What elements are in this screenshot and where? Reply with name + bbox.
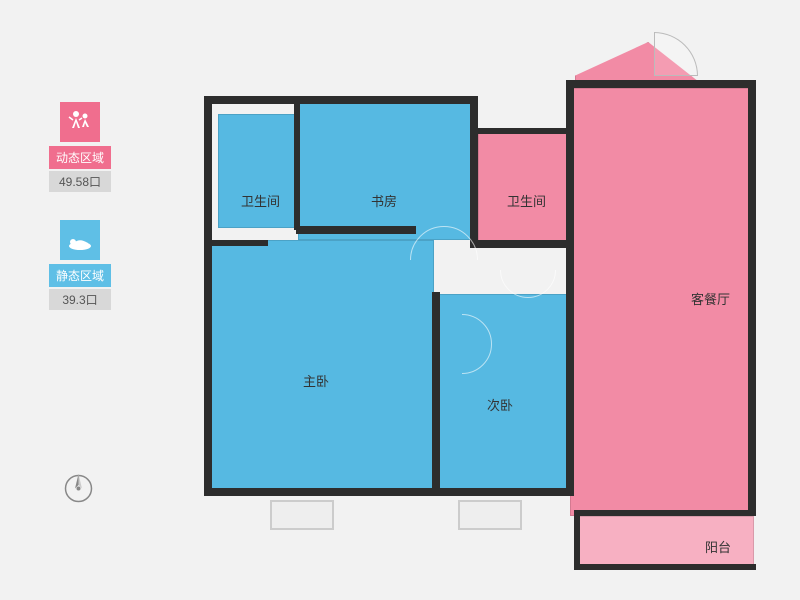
room-label-study: 书房: [371, 191, 397, 210]
legend-static-value: 39.3口: [49, 289, 111, 310]
legend-static: 静态区域 39.3口: [49, 220, 111, 310]
room-study: 书房: [298, 100, 472, 240]
room-label-balcony: 阳台: [705, 537, 731, 556]
wall-10: [566, 80, 574, 248]
legend-dynamic: 动态区域 49.58口: [49, 102, 111, 192]
wall-11: [566, 80, 756, 88]
wall-16: [478, 128, 570, 134]
legend-dynamic-value: 49.58口: [49, 171, 111, 192]
wall-17: [294, 100, 300, 230]
legend-dynamic-label: 动态区域: [49, 146, 111, 169]
room-master: 主卧: [206, 240, 434, 490]
window-nub-1: [458, 500, 522, 530]
wall-12: [748, 80, 756, 516]
room-bath2: 卫生间: [478, 130, 570, 244]
wall-8: [296, 226, 416, 234]
wall-4: [432, 488, 574, 496]
door-arc-2: [500, 242, 556, 298]
legend-panel: 动态区域 49.58口 静态区域 39.3口: [49, 102, 111, 338]
wall-13: [574, 510, 756, 516]
compass-icon: [62, 472, 95, 505]
wall-7: [470, 240, 574, 248]
room-label-bedroom2: 次卧: [487, 395, 513, 414]
wall-14: [574, 564, 756, 570]
wall-9: [204, 240, 268, 246]
room-label-master: 主卧: [303, 371, 329, 390]
legend-static-label: 静态区域: [49, 264, 111, 287]
wall-0: [204, 96, 474, 104]
room-balcony: 阳台: [578, 516, 754, 570]
floorplan: 厨房客餐厅卫生间阳台卫生间书房主卧次卧: [200, 14, 758, 574]
wall-5: [566, 244, 574, 492]
room-bedroom2: 次卧: [434, 294, 570, 490]
room-label-bath2: 卫生间: [507, 191, 546, 210]
room-label-living: 客餐厅: [691, 289, 730, 308]
wall-15: [574, 510, 580, 570]
people-icon: [60, 102, 100, 142]
window-nub-0: [270, 500, 334, 530]
sleep-icon: [60, 220, 100, 260]
wall-1: [204, 96, 212, 494]
wall-2: [204, 488, 436, 496]
corner-window: [654, 32, 698, 76]
room-label-bath1: 卫生间: [241, 191, 280, 210]
room-bath1: 卫生间: [218, 114, 298, 228]
wall-6: [470, 96, 478, 248]
room-living: 客餐厅: [570, 88, 754, 516]
wall-3: [432, 292, 440, 492]
